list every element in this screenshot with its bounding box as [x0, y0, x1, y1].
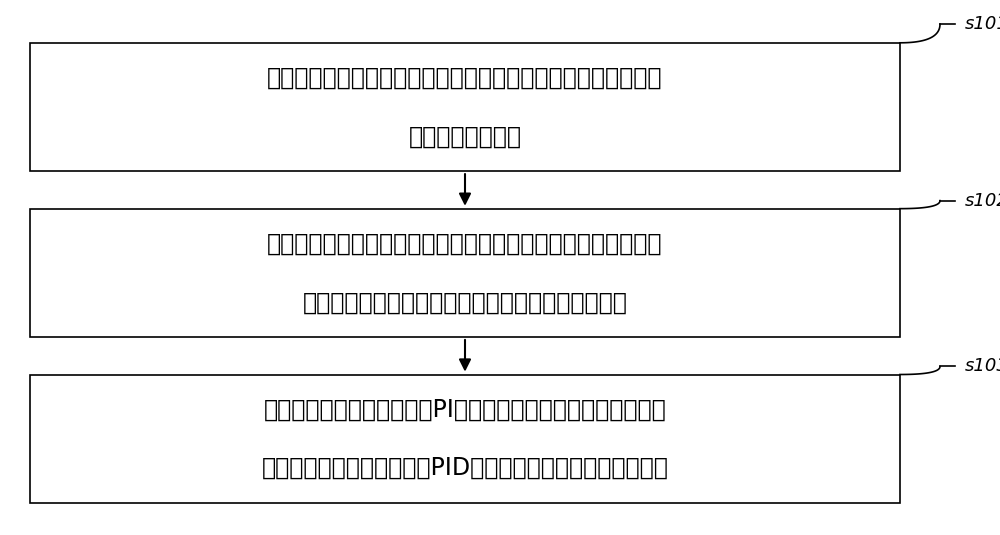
Text: 根据机组当前的一回路冷却剂平均温度设定值和零功率时的一回: 根据机组当前的一回路冷却剂平均温度设定值和零功率时的一回 [267, 232, 663, 255]
Text: 控制通道投入运行: 控制通道投入运行 [408, 125, 522, 148]
Text: s101: s101 [965, 15, 1000, 33]
Text: 在蒸汽排放系统未投入运行时，将液位前馈控制通道与压力前馈: 在蒸汽排放系统未投入运行时，将液位前馈控制通道与压力前馈 [267, 66, 663, 89]
Bar [30, 374, 900, 503]
Text: 通过液位前馈控制通道以及PI控制，对稳压器的液位进行控制，: 通过液位前馈控制通道以及PI控制，对稳压器的液位进行控制， [264, 398, 666, 421]
Text: 及通过压力前馈控制通道及PID控制，对稳压器的压力进行控制: 及通过压力前馈控制通道及PID控制，对稳压器的压力进行控制 [262, 456, 668, 480]
Bar [30, 209, 900, 337]
Text: s102: s102 [965, 192, 1000, 210]
Text: 路冷却剂平均温度设定值计算得到稳压器液位设定值: 路冷却剂平均温度设定值计算得到稳压器液位设定值 [303, 291, 627, 314]
Bar [30, 43, 900, 171]
Text: s103: s103 [965, 357, 1000, 376]
